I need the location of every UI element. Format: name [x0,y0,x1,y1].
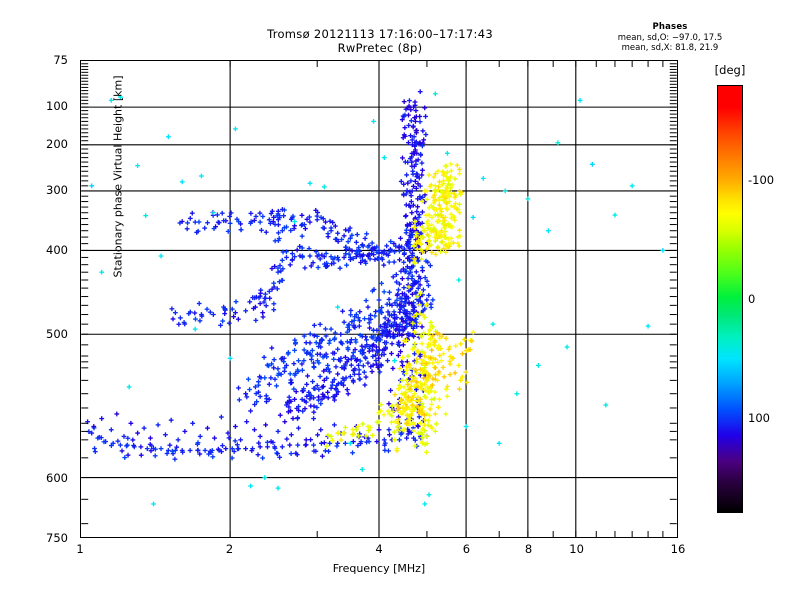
y-tick-label: 500 [46,327,68,342]
colorbar-tick-label: -100 [748,173,775,188]
scatter-points-layer [85,89,666,507]
axis-tick-marks [81,61,677,537]
colorbar-title: [deg] [714,63,746,77]
plot-gridlines [81,61,677,537]
x-tick-label: 8 [524,542,533,556]
y-tick-label: 400 [46,243,68,258]
y-tick-label: 200 [46,137,68,152]
phase-stats-header: Phases [652,22,688,32]
y-tick-label: 300 [46,183,68,198]
y-tick-label: 75 [53,53,68,67]
x-tick-label: 4 [375,542,383,556]
x-axis-label: Frequency [MHz] [332,562,426,575]
phase-stats-block: Phases mean, sd,O: −97.0, 17.5 mean, sd,… [560,22,780,54]
colorbar-tick-label: 0 [748,292,756,306]
y-axis-ticklabels: 750 600 500 400 300 200 100 75 [0,53,74,545]
x-tick-label: 16 [670,542,686,556]
page-title: Tromsø 20121113 17:16:00–17:17:43 [267,27,493,41]
y-tick-label: 750 [46,531,68,545]
phase-stats-o-mode: mean, sd,O: −97.0, 17.5 [617,32,723,43]
plot-area [80,60,678,538]
x-tick-label: 1 [76,542,84,556]
phase-stats-x-mode: mean, sd,X: 81.8, 21.9 [621,43,719,53]
x-tick-label: 2 [225,542,234,556]
y-tick-label: 100 [46,99,68,114]
page-subtitle: RwPretec (8p) [337,41,423,55]
x-tick-label: 10 [569,542,584,556]
colorbar-tick-label: 100 [748,410,770,425]
x-tick-label: 6 [462,542,471,556]
y-axis-label: Stationary phase Virtual Height [km] [111,75,125,278]
y-tick-label: 600 [46,471,68,486]
colorbar [717,85,743,513]
